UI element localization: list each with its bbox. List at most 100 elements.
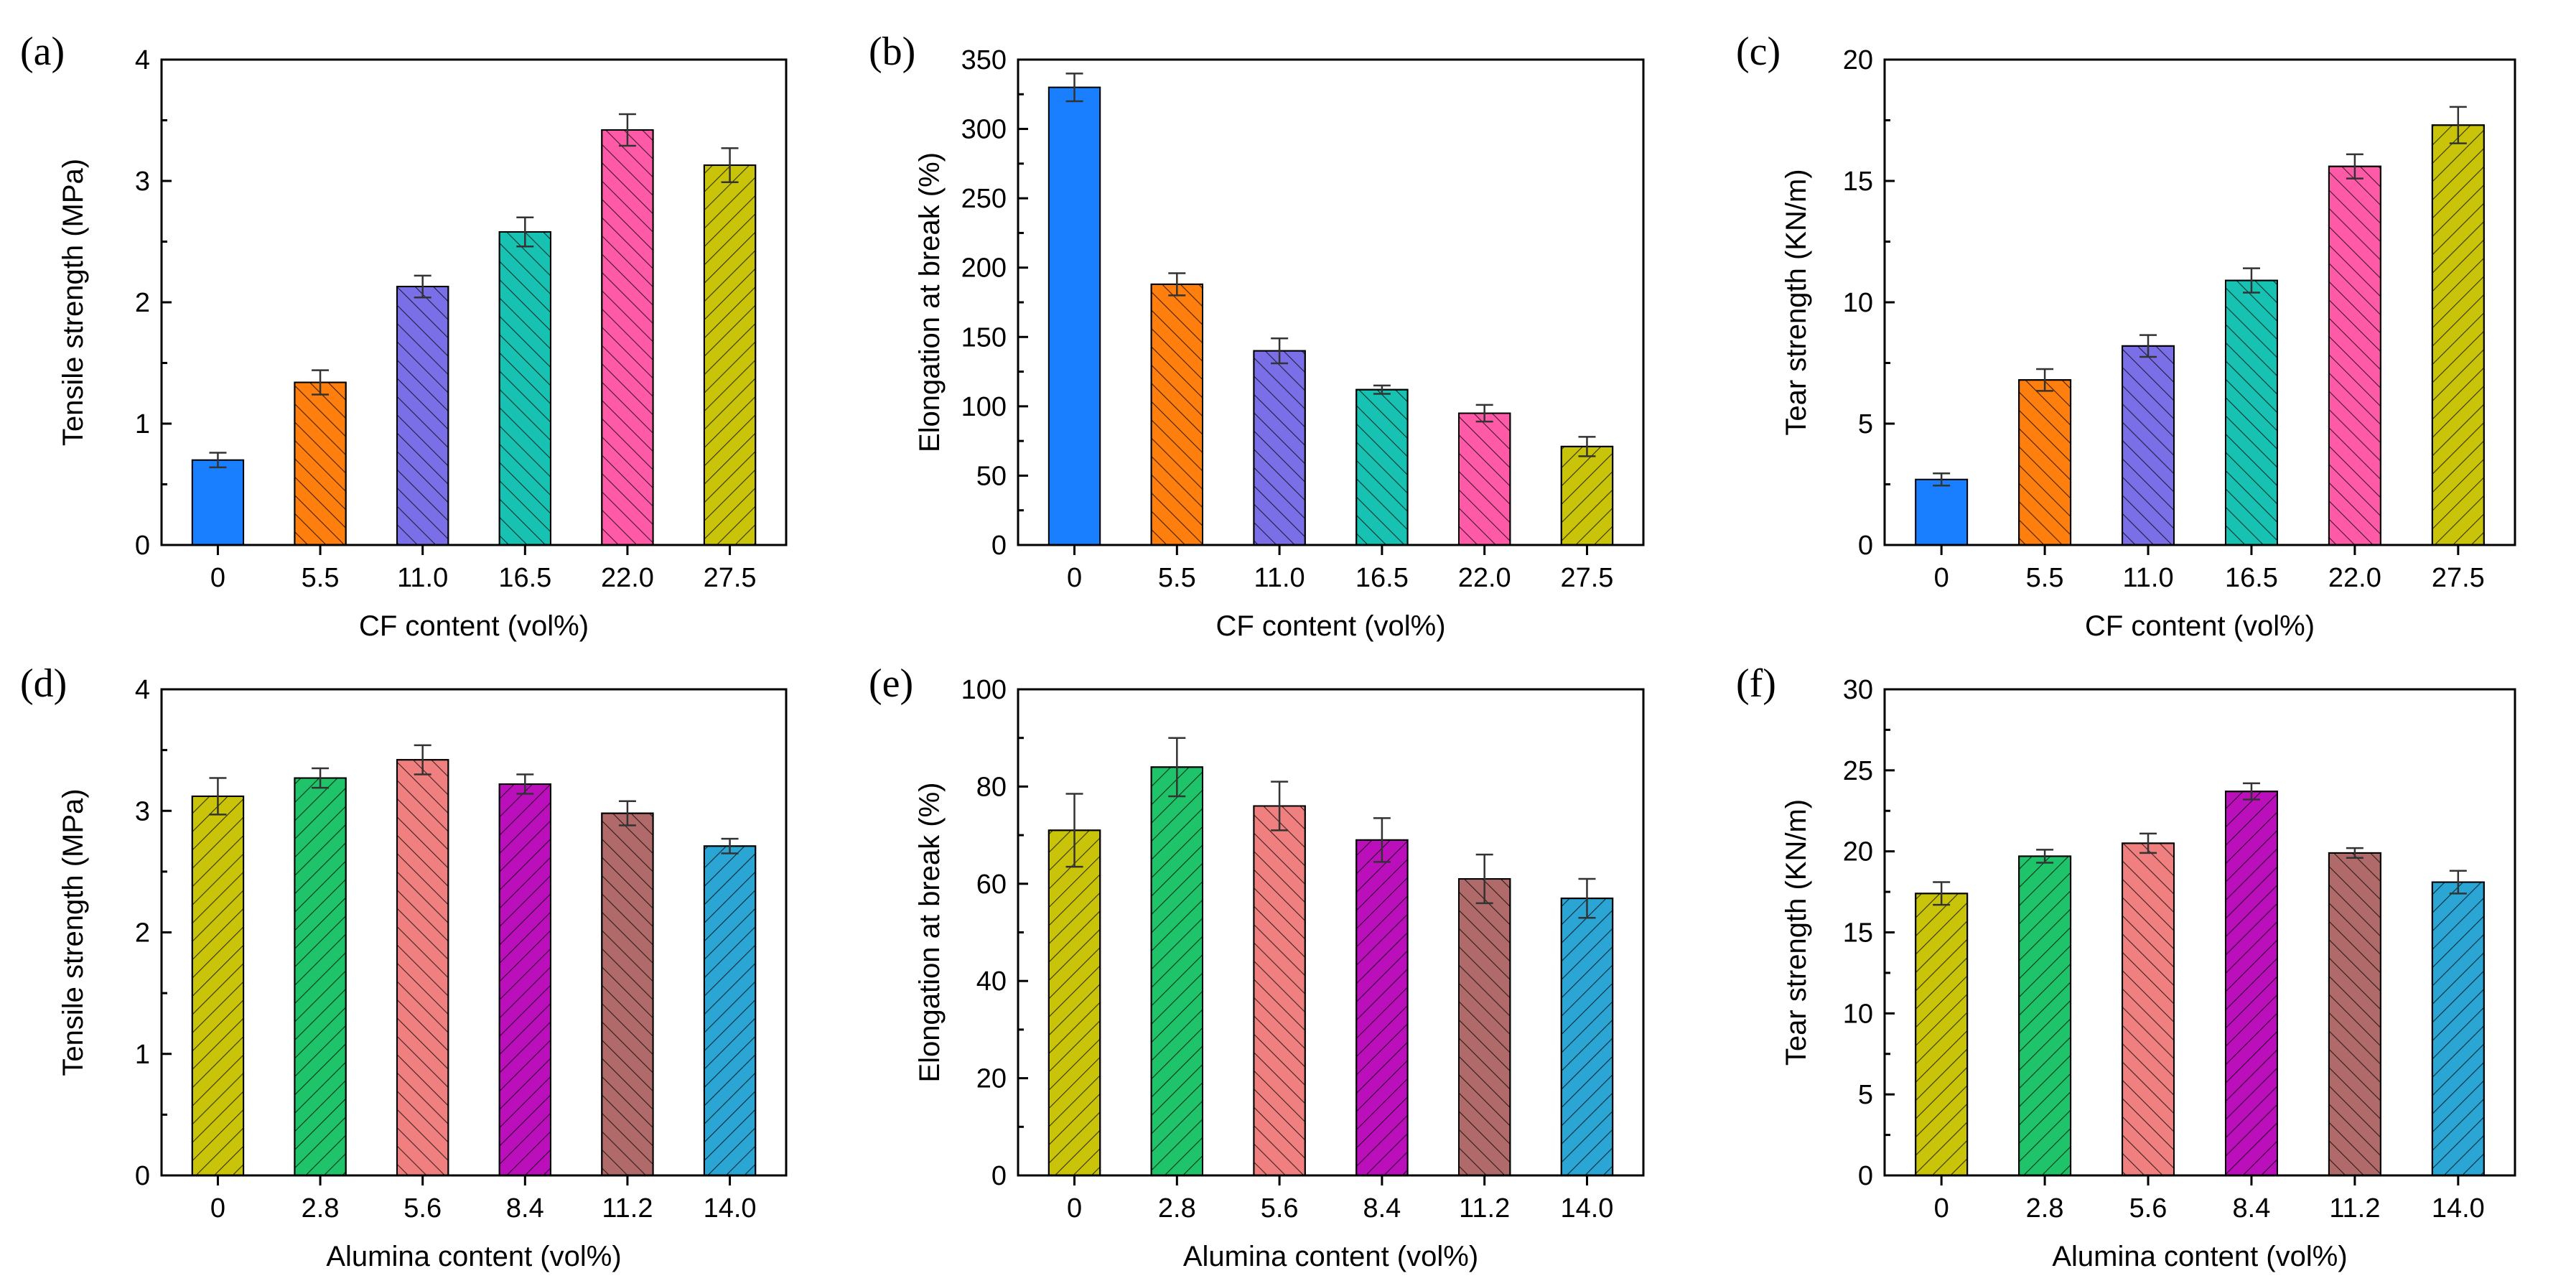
y-tick-label: 150: [961, 322, 1007, 353]
x-tick-label: 2.8: [1158, 1193, 1196, 1224]
y-tick-label: 60: [976, 870, 1007, 900]
x-tick-label: 16.5: [498, 563, 551, 593]
y-tick-label: 50: [976, 461, 1007, 491]
bar-hatch: [1150, 766, 1204, 1176]
y-axis-title: Elongation at break (%): [914, 782, 946, 1082]
y-tick-label: 0: [991, 1161, 1007, 1191]
plot-frame: [1883, 58, 2516, 546]
x-axis-title: Alumina content (vol%): [1183, 1241, 1478, 1272]
y-tick-label: 40: [976, 966, 1007, 997]
x-tick-label: 0: [1067, 1193, 1082, 1224]
y-tick-label: 5: [1858, 1080, 1873, 1110]
plot-frame: [1017, 688, 1645, 1177]
y-axis-title: Tensile strength (MPa): [57, 788, 89, 1076]
x-tick-label: 11.2: [1459, 1193, 1510, 1224]
y-tick-label: 4: [135, 675, 150, 705]
y-tick-label: 0: [991, 531, 1007, 561]
bar-hatch: [1355, 388, 1409, 546]
bar-hatch: [294, 777, 347, 1176]
y-tick-label: 0: [1858, 531, 1873, 561]
bar-hatch: [2122, 842, 2175, 1176]
bar-hatch: [1253, 805, 1306, 1176]
x-tick-label: 0: [1934, 563, 1949, 593]
bar-hatch: [396, 759, 449, 1177]
bar-hatch: [498, 783, 551, 1176]
bar-hatch: [703, 164, 757, 546]
x-tick-label: 0: [1067, 563, 1082, 593]
bar-hatch: [2431, 124, 2485, 546]
plot-frame: [160, 58, 788, 546]
x-tick-label: 27.5: [704, 563, 757, 593]
bar-hatch: [191, 795, 245, 1176]
x-tick-label: 22.0: [601, 563, 654, 593]
y-tick-label: 250: [961, 184, 1007, 214]
x-tick-label: 5.5: [302, 563, 340, 593]
y-tick-label: 200: [961, 253, 1007, 284]
x-tick-label: 0: [1934, 1193, 1949, 1224]
x-tick-label: 11.0: [2122, 563, 2173, 593]
y-tick-label: 100: [961, 392, 1007, 422]
y-tick-label: 1: [135, 1040, 150, 1070]
x-axis-title: Alumina content (vol%): [2052, 1241, 2347, 1272]
bar-hatch: [2018, 379, 2072, 546]
x-tick-label: 11.2: [602, 1193, 653, 1224]
x-tick-label: 22.0: [2328, 563, 2381, 593]
x-tick-label: 14.0: [2432, 1193, 2485, 1224]
x-tick-label: 8.4: [2233, 1193, 2271, 1224]
bar-hatch: [1047, 829, 1101, 1176]
x-tick-label: 5.6: [2129, 1193, 2167, 1224]
x-tick-label: 11.2: [2329, 1193, 2380, 1224]
y-tick-label: 300: [961, 115, 1007, 145]
bar-hatch: [1560, 445, 1614, 546]
y-tick-label: 80: [976, 772, 1007, 802]
bar-hatch: [294, 381, 347, 546]
y-tick-label: 5: [1858, 409, 1873, 439]
y-tick-label: 10: [1843, 999, 1873, 1029]
bar-hatch: [601, 129, 654, 546]
y-tick-label: 0: [135, 531, 150, 561]
x-tick-label: 22.0: [1458, 563, 1511, 593]
x-tick-label: 14.0: [704, 1193, 757, 1224]
bar-hatch: [1150, 283, 1204, 546]
y-tick-label: 10: [1843, 288, 1873, 318]
x-tick-label: 11.0: [1254, 563, 1305, 593]
x-tick-label: 5.5: [2026, 563, 2064, 593]
x-tick-label: 16.5: [2225, 563, 2278, 593]
bar: [1915, 478, 1969, 546]
bar: [191, 459, 245, 546]
bar-hatch: [396, 286, 449, 546]
panel-label: (c): [1736, 29, 1781, 74]
plot-frame: [1017, 58, 1645, 546]
y-axis-title: Tensile strength (MPa): [57, 159, 89, 446]
bar-hatch: [498, 230, 551, 546]
x-tick-label: 27.5: [2432, 563, 2485, 593]
x-axis-title: CF content (vol%): [359, 610, 589, 642]
x-tick-label: 27.5: [1560, 563, 1613, 593]
y-tick-label: 20: [1843, 45, 1873, 75]
y-tick-label: 2: [135, 918, 150, 949]
chart-panel-2: (b) 0 50 100 150 200 250 300 350 0 5.5 11.0 16.5 22.0…: [869, 29, 1645, 642]
panel-label: (a): [20, 29, 65, 74]
y-tick-label: 0: [135, 1161, 150, 1191]
x-tick-label: 8.4: [506, 1193, 544, 1224]
y-tick-label: 350: [961, 45, 1007, 75]
x-tick-label: 5.6: [1261, 1193, 1299, 1224]
x-tick-label: 2.8: [2026, 1193, 2064, 1224]
x-tick-label: 0: [210, 563, 225, 593]
y-tick-label: 20: [976, 1064, 1007, 1094]
bar: [1047, 86, 1101, 546]
x-axis-title: CF content (vol%): [2085, 610, 2315, 642]
bar-hatch: [2018, 855, 2072, 1176]
chart-panel-3: (c) 0 5 10 15 20 0 5.5 11.0 16.5 22.0 27.5 CF conten…: [1736, 29, 2516, 642]
bar-hatch: [1253, 350, 1306, 546]
x-tick-label: 11.0: [397, 563, 448, 593]
bar-hatch: [1355, 839, 1409, 1176]
y-tick-label: 100: [961, 675, 1007, 705]
bar-hatch: [703, 845, 757, 1177]
x-axis-title: Alumina content (vol%): [326, 1241, 621, 1272]
bar-hatch: [1457, 412, 1511, 546]
y-axis-title: Tear strength (KN/m): [1781, 799, 1812, 1066]
chart-panel-5: (e) 0 20 40 60 80 100 0 2.8 5.6 8.4 11.2 14.0 Alumina…: [869, 661, 1645, 1272]
x-tick-label: 2.8: [302, 1193, 340, 1224]
